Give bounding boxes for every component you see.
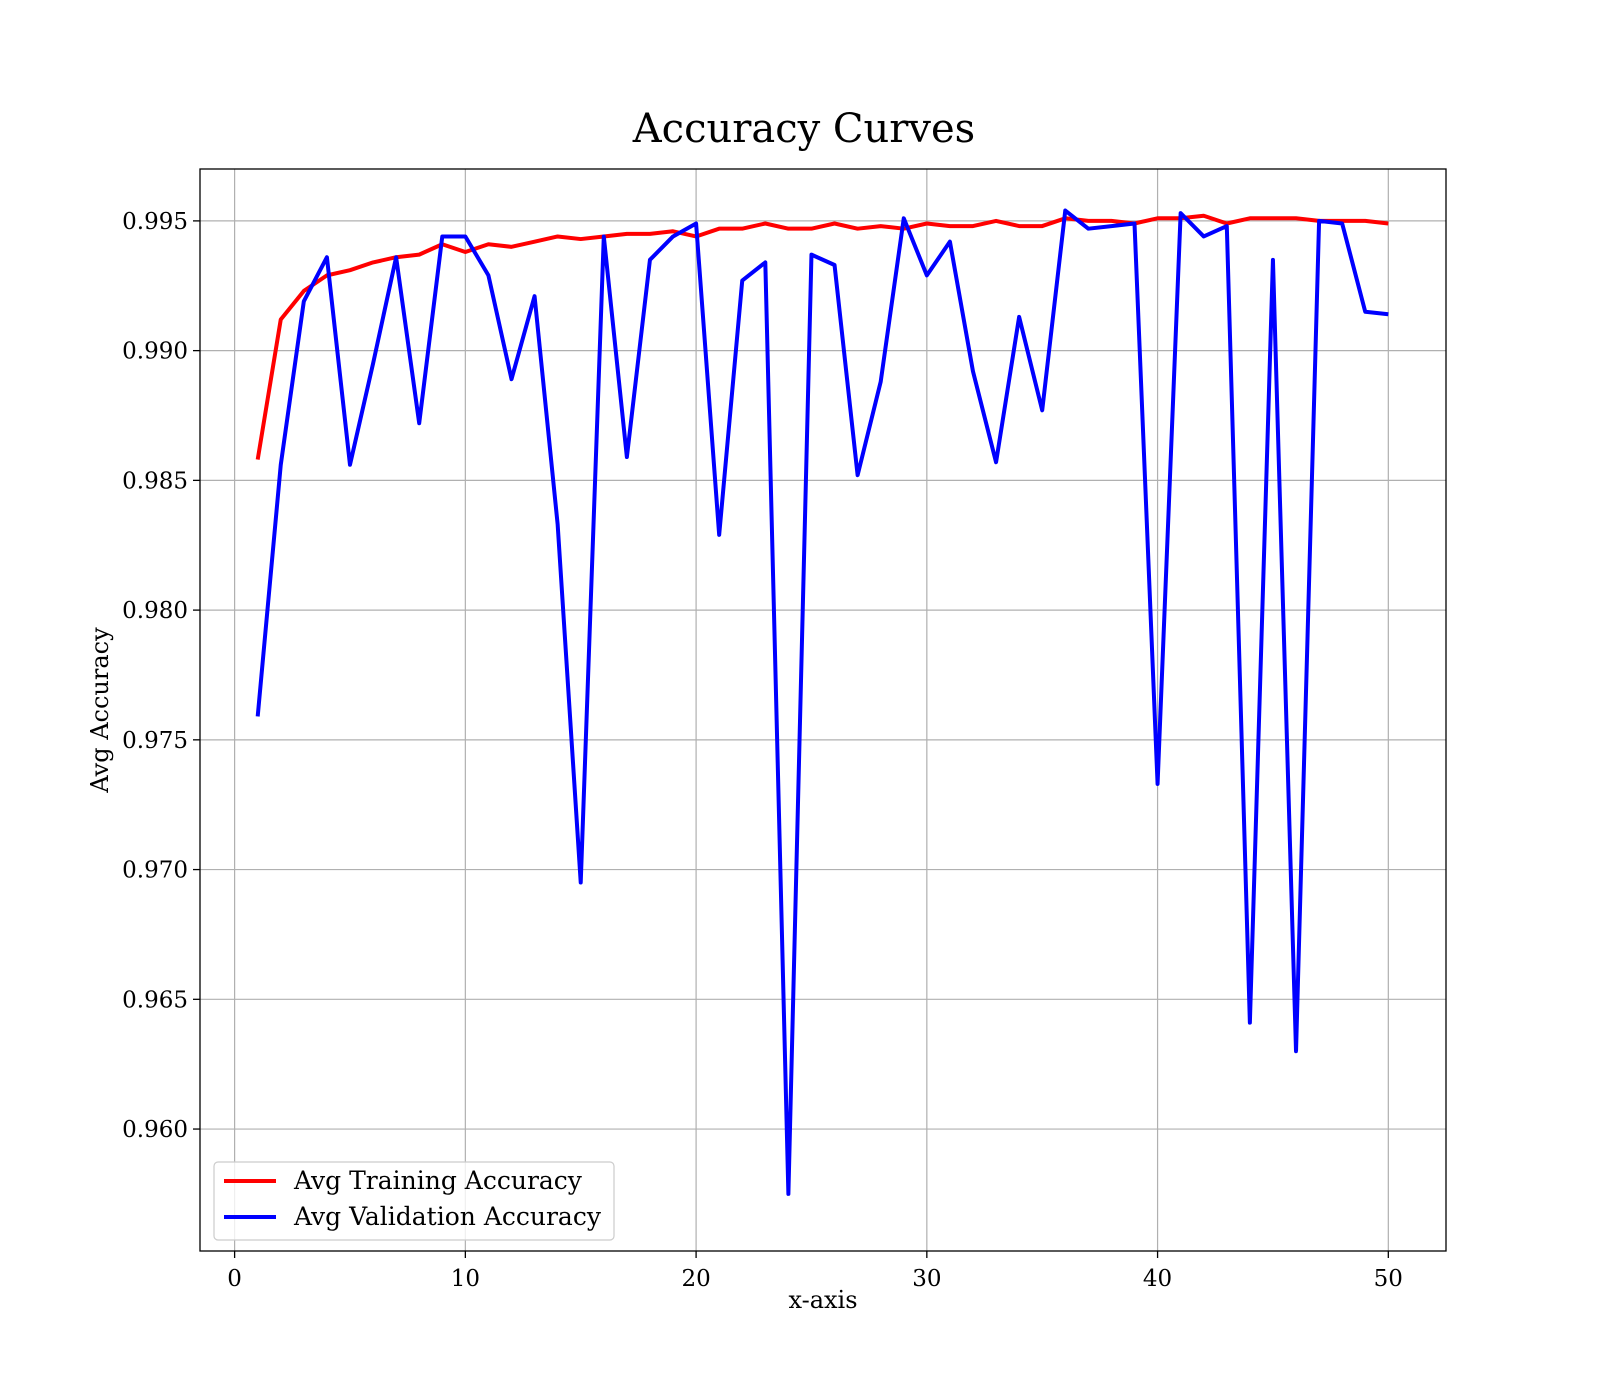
y-tick-label: 0.975: [122, 728, 188, 754]
y-tick-label: 0.970: [122, 858, 188, 884]
series-lines: [255, 208, 1389, 1196]
x-tick-label: 40: [1143, 1266, 1172, 1292]
y-axis-label: Avg Accuracy: [86, 627, 114, 794]
legend-label-validation: Avg Validation Accuracy: [293, 1202, 602, 1231]
y-tick-label: 0.960: [122, 1117, 188, 1143]
x-tick-label: 50: [1374, 1266, 1403, 1292]
x-tick-label: 30: [912, 1266, 941, 1292]
legend: Avg Training Accuracy Avg Validation Acc…: [213, 1161, 615, 1241]
legend-box: [213, 1161, 615, 1241]
legend-label-training: Avg Training Accuracy: [293, 1166, 583, 1195]
y-tick-label: 0.995: [122, 209, 188, 235]
y-tick-label: 0.965: [122, 987, 188, 1013]
y-tick-label: 0.980: [122, 598, 188, 624]
chart-title: Accuracy Curves: [632, 106, 975, 152]
x-tick-label: 0: [227, 1266, 242, 1292]
y-axis-ticks: 0.960 0.965 0.970 0.975 0.980 0.985 0.990 0.995: [122, 209, 200, 1143]
training-accuracy-line: [255, 213, 1389, 460]
x-tick-label: 20: [681, 1266, 710, 1292]
validation-accuracy-line: [255, 208, 1389, 1196]
x-axis-label: x-axis: [788, 1286, 857, 1314]
x-tick-label: 10: [451, 1266, 480, 1292]
x-axis-ticks: 0 10 20 30 40 50: [227, 1251, 1403, 1292]
y-tick-label: 0.985: [122, 468, 188, 494]
y-tick-label: 0.990: [122, 339, 188, 365]
plot-frame: [199, 168, 1447, 1252]
